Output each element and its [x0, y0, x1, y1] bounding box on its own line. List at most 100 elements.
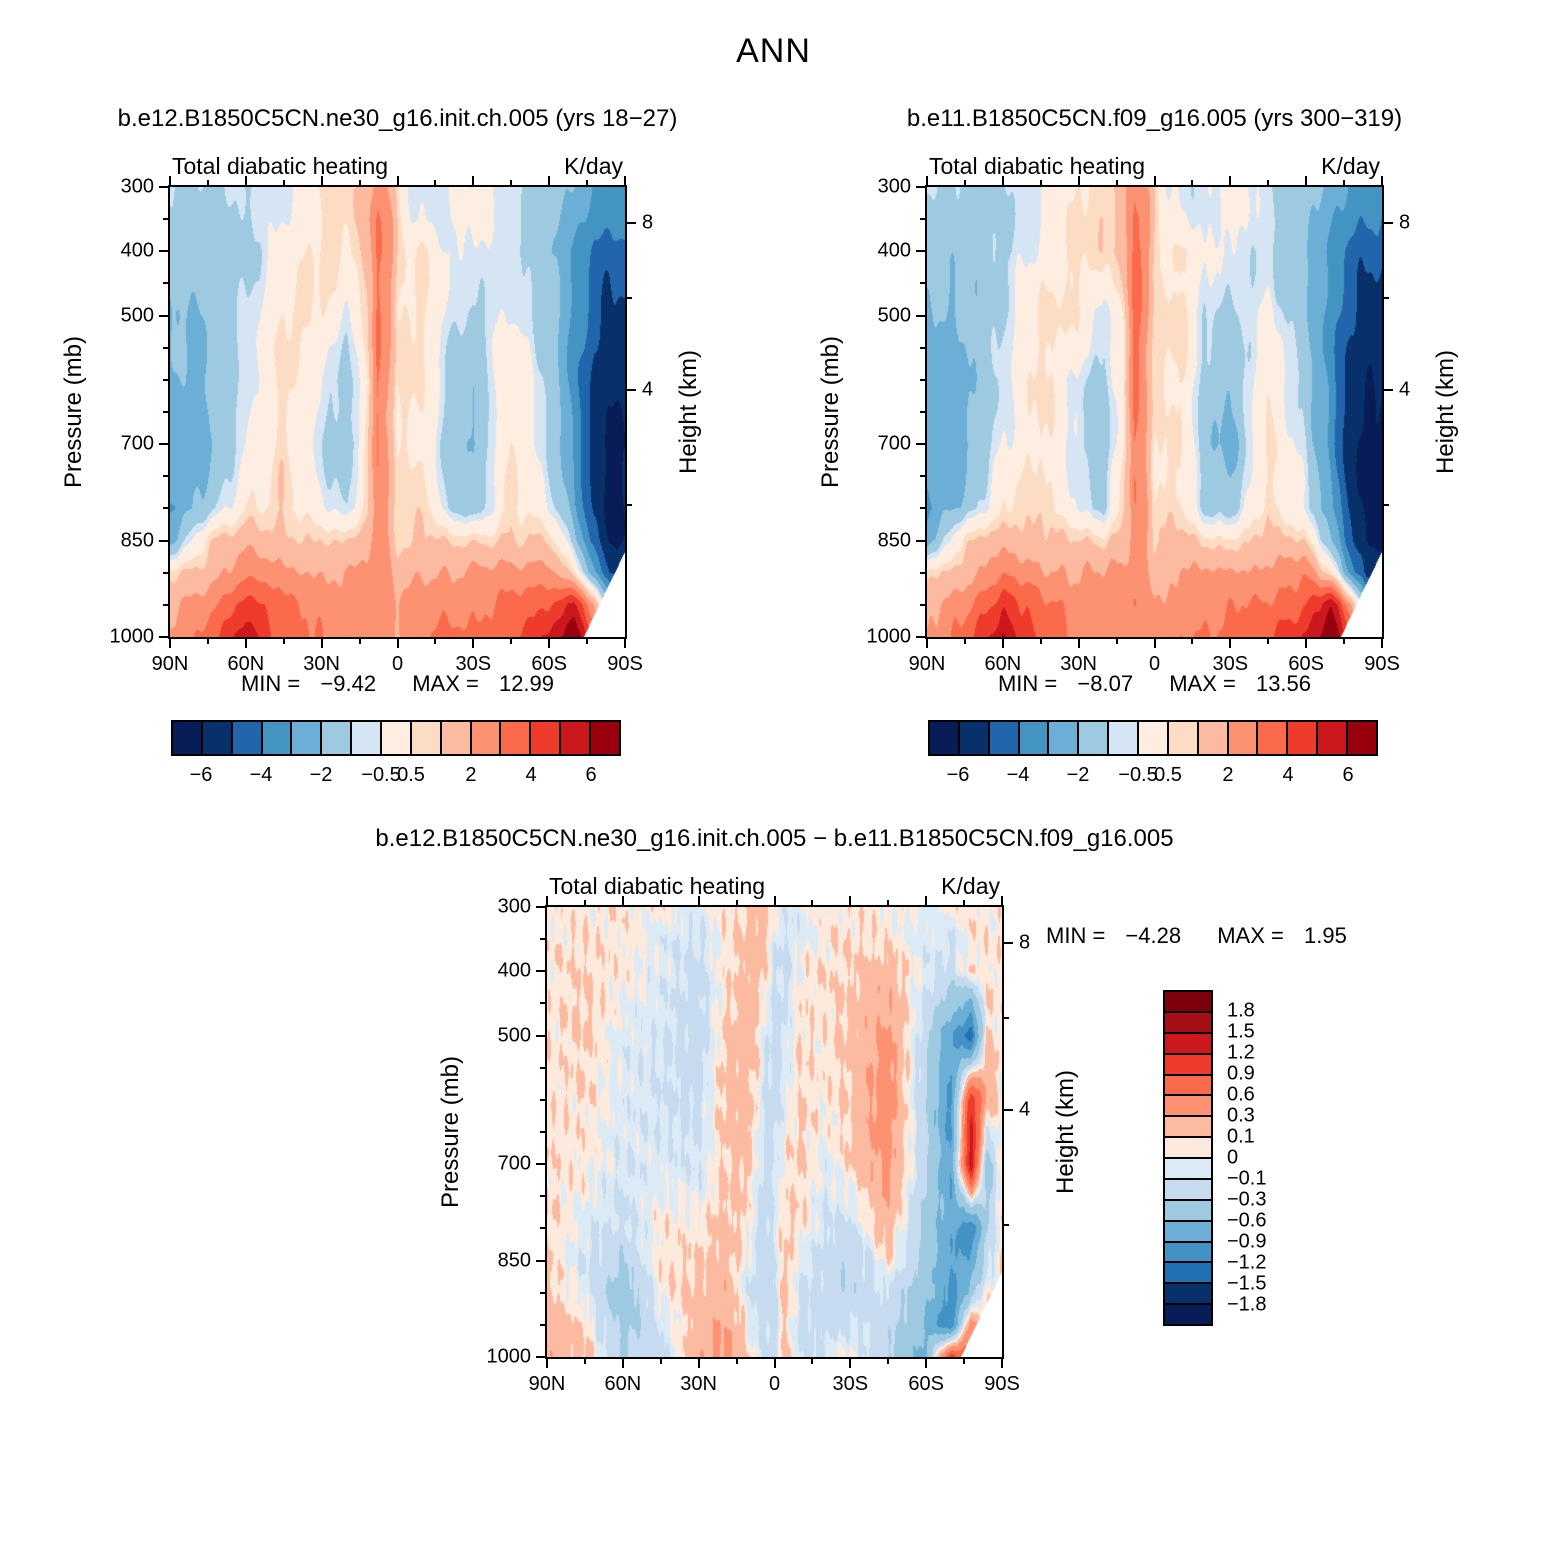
min-value: −9.42 — [320, 671, 377, 696]
axis-tick — [1343, 180, 1346, 185]
axis-tick — [773, 1359, 776, 1368]
axis-tick — [1004, 1109, 1013, 1112]
axis-tick — [920, 411, 925, 413]
axis-tick — [540, 1098, 545, 1101]
axis-tick — [540, 1002, 545, 1005]
y-tick-label: 850 — [120, 529, 154, 552]
axis-tick — [163, 603, 168, 606]
colorbar-cell — [1109, 720, 1140, 756]
colorbar-label: 0.5 — [397, 764, 425, 786]
axis-tick — [916, 314, 925, 317]
colorbar-label: −1.5 — [1227, 1272, 1267, 1295]
axis-tick — [916, 186, 925, 188]
height-axis-label: Height (km) — [1432, 349, 1459, 475]
colorbar-label: 0.6 — [1227, 1083, 1255, 1106]
axis-tick — [627, 222, 636, 224]
axis-tick — [1343, 639, 1346, 644]
x-tick-label: 30N — [1060, 653, 1098, 675]
axis-tick — [159, 539, 168, 542]
axis-tick — [159, 250, 168, 253]
colorbar-cell — [1163, 1117, 1213, 1139]
axis-tick — [159, 443, 168, 446]
axis-tick — [536, 1034, 545, 1037]
colorbar-cell — [1163, 1179, 1213, 1201]
axis-tick — [659, 900, 662, 905]
height-axis-label: Height (km) — [675, 349, 702, 475]
colorbar-cell — [1198, 720, 1229, 756]
pressure-axis-label: Pressure (mb) — [437, 1055, 464, 1209]
axis-tick — [849, 1359, 852, 1368]
colorbar: −6 −4 −2 −0.5 0.5 2 4 6 — [928, 720, 1378, 786]
axis-tick — [1305, 639, 1308, 648]
x-tick-label: 60N — [227, 653, 265, 675]
colorbar-label: −0.3 — [1227, 1188, 1267, 1211]
x-tick-label: 30S — [1212, 653, 1249, 675]
axis-tick — [627, 296, 632, 299]
min-label: MIN = — [240, 671, 301, 696]
colorbar-label: −6 — [946, 764, 970, 786]
axis-tick — [540, 1291, 545, 1294]
stats-line: MIN = −8.07 MAX = 13.56 — [998, 671, 1311, 697]
colorbar-label: 0.5 — [1154, 764, 1182, 786]
axis-tick — [163, 475, 168, 478]
min-label: MIN = — [997, 671, 1058, 696]
axis-tick — [583, 1359, 586, 1364]
colorbar-cell — [352, 720, 383, 756]
axis-tick — [586, 180, 589, 185]
max-label: MAX = — [1169, 671, 1236, 696]
colorbar-label: −0.5 — [361, 764, 401, 786]
colorbar-cell — [202, 720, 233, 756]
contour-field-canvas — [547, 907, 1002, 1357]
axis-tick — [659, 1359, 662, 1364]
axis-tick — [849, 896, 852, 905]
axis-tick — [540, 1195, 545, 1198]
colorbar-label: 2 — [1222, 764, 1234, 786]
axis-tick — [540, 1066, 545, 1069]
panel-model2: b.e11.B1850C5CN.f09_g16.005 (yrs 300−319… — [817, 105, 1459, 786]
colorbar-cell — [322, 720, 353, 756]
colorbar-cell — [501, 720, 532, 756]
colorbar-label: 6 — [585, 764, 597, 786]
colorbar-cell — [1163, 990, 1213, 1013]
axis-tick — [540, 938, 545, 941]
colorbar-label: 1.5 — [1227, 1020, 1255, 1043]
colorbar-label: −1.2 — [1227, 1251, 1267, 1274]
units-label: K/day — [941, 873, 1000, 899]
height-tick-label: 8 — [1399, 211, 1411, 234]
axis-tick — [536, 1163, 545, 1166]
colorbar-cell — [1163, 1012, 1213, 1034]
axis-tick — [963, 639, 966, 644]
axis-tick — [163, 378, 168, 381]
colorbar-cell — [1163, 1284, 1213, 1306]
x-tick-label: 90S — [607, 653, 643, 675]
axis-tick — [540, 1227, 545, 1230]
y-tick-label: 850 — [497, 1249, 531, 1272]
axis-tick — [1039, 180, 1042, 185]
colorbar-cell — [382, 720, 412, 756]
axis-tick — [963, 900, 966, 905]
units-label: K/day — [1321, 153, 1380, 179]
axis-tick — [434, 639, 437, 644]
colorbar-cell — [1168, 720, 1199, 756]
x-tick-label: 30S — [455, 653, 492, 675]
min-value: −8.07 — [1077, 671, 1134, 696]
x-tick-label: 90S — [1364, 653, 1400, 675]
axis-tick — [621, 1359, 624, 1368]
axis-tick — [1039, 639, 1042, 644]
colorbar-label: −4 — [249, 764, 273, 786]
colorbar-cell — [1163, 1305, 1213, 1326]
axis-tick — [163, 346, 168, 349]
axis-tick — [163, 218, 168, 221]
colorbar-label: 0.3 — [1227, 1104, 1255, 1127]
colorbar-label: 2 — [465, 764, 477, 786]
colorbar-cell — [1163, 1242, 1213, 1264]
panel-title: b.e12.B1850C5CN.ne30_g16.init.ch.005 − b… — [375, 825, 1174, 852]
x-tick-label: 0 — [391, 653, 404, 675]
field-title: Total diabatic heating — [929, 153, 1146, 179]
axis-tick — [583, 900, 586, 905]
colorbar-label: −4 — [1006, 764, 1030, 786]
x-tick-label: 90N — [151, 653, 189, 675]
colorbar: −6 −4 −2 −0.5 0.5 2 4 6 — [171, 720, 621, 786]
y-tick-label: 1000 — [866, 625, 912, 648]
x-tick-label: 90N — [908, 653, 946, 675]
